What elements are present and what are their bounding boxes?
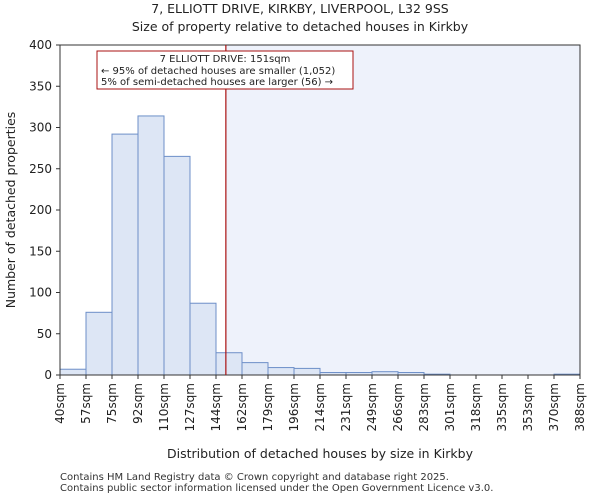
x-tick-label: 231sqm xyxy=(339,383,353,431)
x-tick-label: 283sqm xyxy=(417,383,431,431)
x-tick-label: 127sqm xyxy=(183,383,197,431)
histogram-bar xyxy=(215,352,243,376)
y-tick-label: 50 xyxy=(37,327,52,341)
x-tick-label: 214sqm xyxy=(313,383,327,431)
y-axis-label: Number of detached properties xyxy=(3,112,18,309)
chart-title: 7, ELLIOTT DRIVE, KIRKBY, LIVERPOOL, L32… xyxy=(151,1,449,16)
annotation-box xyxy=(96,50,354,90)
histogram-bar xyxy=(293,367,321,376)
histogram-bar xyxy=(85,311,113,376)
y-tick-label: 0 xyxy=(44,368,52,382)
chart-title-block: 7, ELLIOTT DRIVE, KIRKBY, LIVERPOOL, L32… xyxy=(0,0,600,36)
histogram-bar xyxy=(189,302,217,376)
x-tick-label: 249sqm xyxy=(365,383,379,431)
x-tick-label: 57sqm xyxy=(79,383,93,424)
histogram-bar xyxy=(267,367,295,376)
highlight-region xyxy=(225,45,581,375)
x-tick-label: 196sqm xyxy=(287,383,301,431)
x-tick-label: 318sqm xyxy=(469,383,483,431)
y-tick-label: 200 xyxy=(29,203,52,217)
x-tick-label: 75sqm xyxy=(105,383,119,424)
y-tick-label: 400 xyxy=(29,38,52,52)
x-tick-label: 353sqm xyxy=(521,383,535,431)
annotation-larger: 5% of semi-detached houses are larger (5… xyxy=(101,77,333,88)
histogram-bar xyxy=(137,115,165,376)
chart-subtitle: Size of property relative to detached ho… xyxy=(131,19,469,34)
annotation-title: 7 ELLIOTT DRIVE: 151sqm xyxy=(160,54,291,65)
y-tick-label: 150 xyxy=(29,244,52,258)
x-tick-label: 110sqm xyxy=(157,383,171,431)
histogram-bar xyxy=(111,133,139,376)
x-tick-label: 40sqm xyxy=(53,383,67,424)
histogram-bar xyxy=(163,155,191,376)
x-tick-label: 388sqm xyxy=(573,383,587,431)
attribution-line-2: Contains public sector information licen… xyxy=(60,483,494,494)
x-tick-label: 162sqm xyxy=(235,383,249,431)
y-tick-label: 300 xyxy=(29,121,52,135)
histogram-bar xyxy=(59,368,87,376)
x-tick-label: 179sqm xyxy=(261,383,275,431)
histogram-bar xyxy=(241,362,269,376)
x-tick-label: 92sqm xyxy=(131,383,145,424)
y-tick-label: 250 xyxy=(29,162,52,176)
x-tick-label: 266sqm xyxy=(391,383,405,431)
annotation-smaller: ← 95% of detached houses are smaller (1,… xyxy=(101,66,335,77)
x-tick-label: 144sqm xyxy=(209,383,223,431)
y-tick-label: 350 xyxy=(29,79,52,93)
attribution-footer: Contains HM Land Registry data © Crown c… xyxy=(60,472,493,494)
x-tick-label: 301sqm xyxy=(443,383,457,431)
x-tick-label: 335sqm xyxy=(495,383,509,431)
attribution-line-1: Contains HM Land Registry data © Crown c… xyxy=(60,472,449,483)
x-axis-label: Distribution of detached houses by size … xyxy=(167,446,474,461)
y-tick-label: 100 xyxy=(29,286,52,300)
x-tick-label: 370sqm xyxy=(547,383,561,431)
